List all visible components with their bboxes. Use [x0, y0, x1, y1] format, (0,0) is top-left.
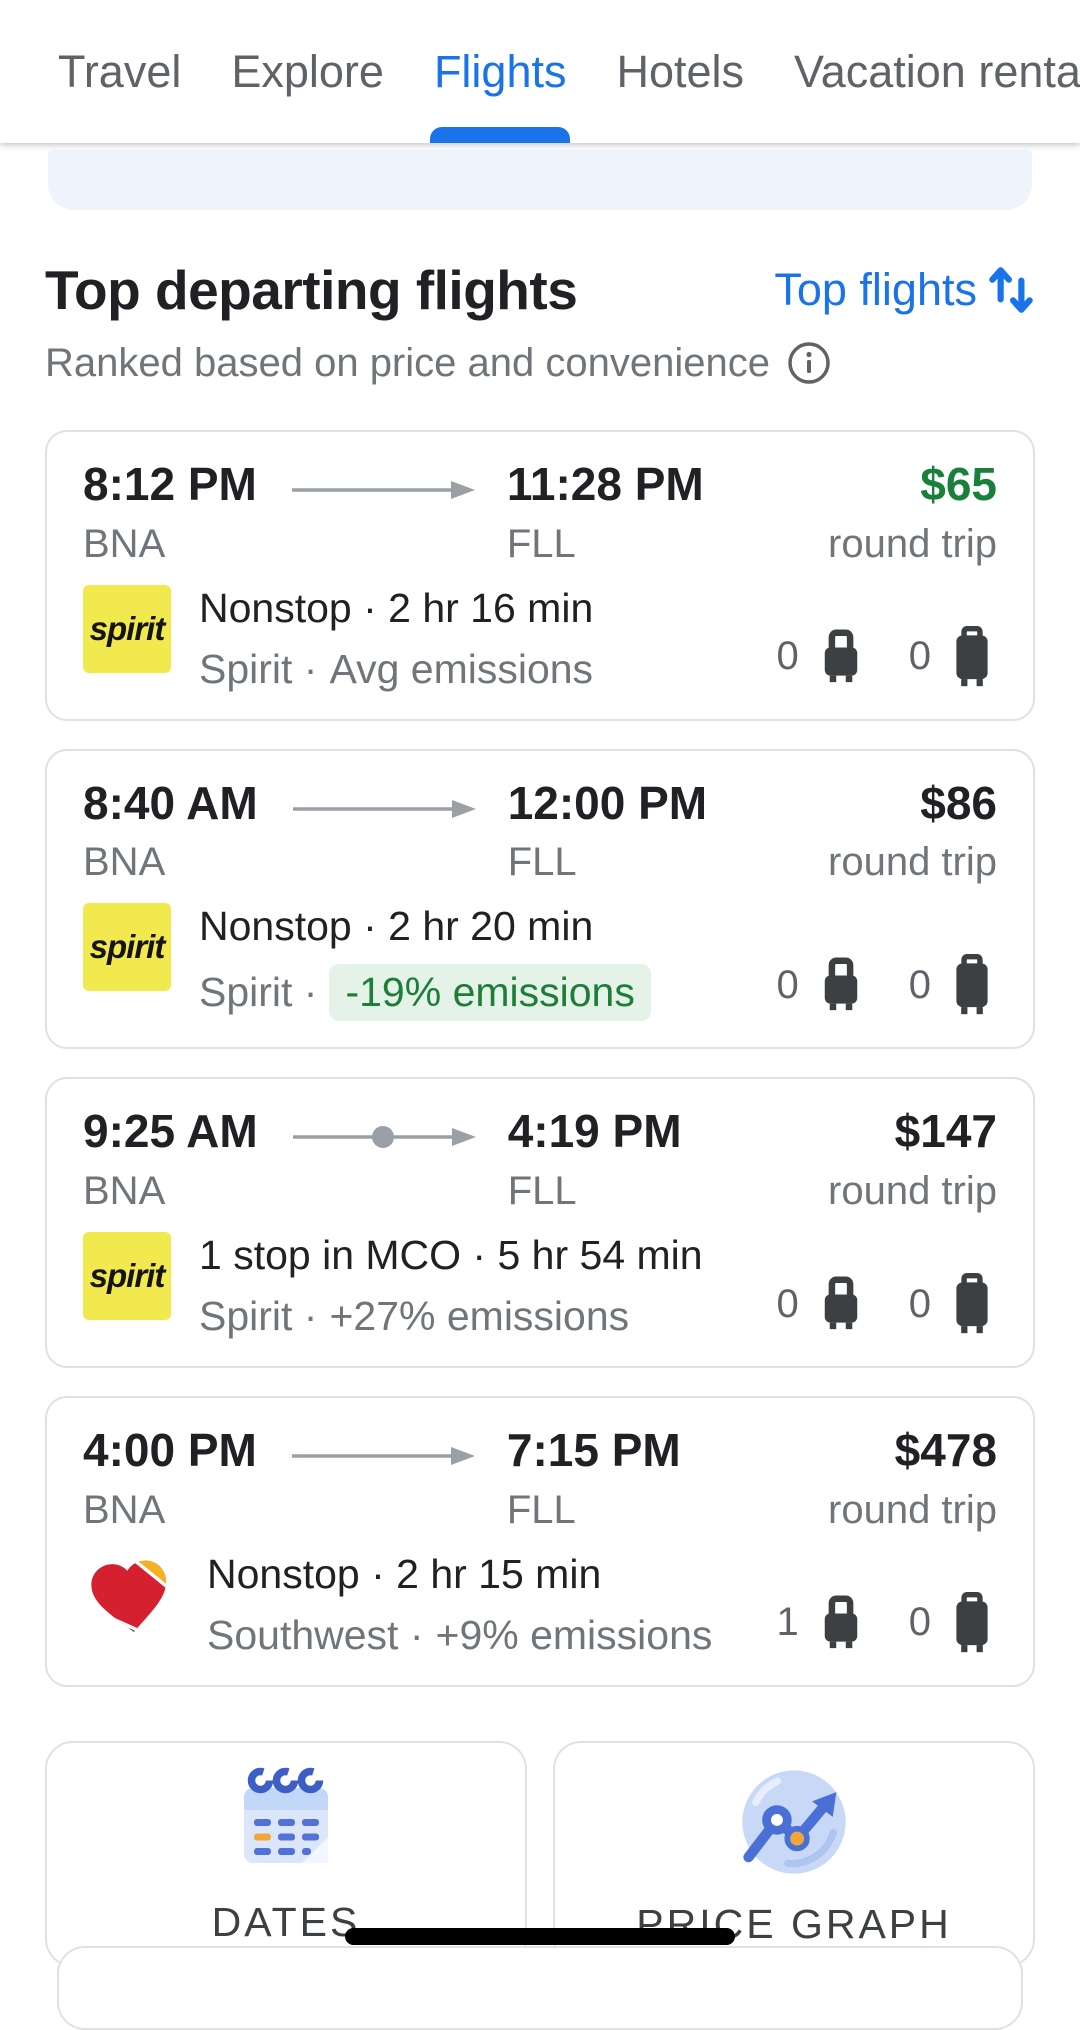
departure-time: 8:12 PM	[83, 458, 257, 510]
route-summary: Nonstop · 2 hr 20 min	[199, 903, 594, 950]
route-summary: 1 stop in MCO · 5 hr 54 min	[199, 1232, 703, 1279]
checked-bag-count: 0	[908, 1281, 931, 1326]
arrival-time: 4:19 PM	[507, 1105, 682, 1158]
price: $86	[920, 776, 997, 829]
origin-code: BNA	[83, 1487, 166, 1532]
checked-bag-count: 0	[908, 634, 931, 679]
carry-on-bag-icon	[815, 956, 867, 1014]
origin-code: BNA	[83, 521, 166, 566]
emissions-text: +9% emissions	[435, 1611, 713, 1658]
page-title: Top departing flights	[45, 259, 578, 321]
flight-card[interactable]: 8:40 AM BNA 12:00 PM FLL $86 round trip …	[45, 748, 1035, 1050]
spirit-logo-text: spirit	[89, 1257, 166, 1295]
airline-name: Southwest ·	[207, 1611, 424, 1658]
spirit-logo-text: spirit	[89, 928, 166, 966]
active-tab-indicator	[429, 127, 571, 143]
checked-bag-count: 0	[908, 1600, 931, 1645]
emissions-text: Avg emissions	[329, 645, 594, 692]
top-navigation: Travel Explore Flights Hotels Vacation r…	[0, 0, 1080, 143]
airline-name: Spirit ·	[199, 1293, 318, 1340]
carry-on-count: 0	[776, 634, 799, 679]
info-icon[interactable]	[786, 340, 832, 386]
destination-code: FLL	[506, 1487, 576, 1532]
carry-on-count: 0	[776, 1281, 799, 1326]
fare-type: round trip	[828, 1487, 997, 1532]
route-summary: Nonstop · 2 hr 15 min	[207, 1550, 602, 1597]
checked-bag-icon	[947, 1591, 997, 1655]
destination-code: FLL	[507, 840, 577, 885]
route-arrow-icon	[289, 1438, 479, 1474]
nav-item-explore[interactable]: Explore	[231, 45, 384, 97]
origin-code: BNA	[83, 1169, 166, 1214]
airline-name: Spirit ·	[199, 969, 318, 1016]
spirit-logo-text: spirit	[89, 609, 166, 647]
price: $65	[920, 458, 997, 510]
flight-card[interactable]: 8:12 PM BNA 11:28 PM FLL $65 round trip …	[45, 430, 1035, 721]
home-indicator[interactable]	[345, 1928, 735, 1945]
sort-by-button[interactable]: Top flights	[774, 262, 1035, 318]
origin-code: BNA	[83, 840, 166, 885]
carry-on-bag-icon	[815, 1594, 867, 1652]
carry-on-bag-icon	[815, 1275, 867, 1333]
baggage-allowance: 0 0	[777, 953, 998, 1021]
fare-type: round trip	[828, 521, 997, 566]
departure-time: 9:25 AM	[83, 1105, 258, 1158]
spirit-logo: spirit	[83, 903, 171, 992]
ranking-subtitle: Ranked based on price and convenience	[45, 340, 770, 385]
departure-time: 8:40 AM	[83, 776, 258, 829]
checked-bag-icon	[947, 1272, 997, 1336]
destination-code: FLL	[506, 521, 576, 566]
nav-item-hotels[interactable]: Hotels	[616, 45, 745, 97]
calendar-icon	[226, 1761, 346, 1881]
stop-dot	[371, 1126, 394, 1149]
checked-bag-icon	[947, 625, 997, 689]
airline-name: Spirit ·	[199, 645, 318, 692]
arrival-time: 7:15 PM	[506, 1424, 681, 1477]
carry-on-count: 0	[776, 962, 799, 1007]
spirit-logo: spirit	[83, 1232, 171, 1321]
flight-card[interactable]: 9:25 AM BNA 4:19 PM FLL $147 round trip	[45, 1077, 1035, 1369]
checked-bag-count: 0	[908, 962, 931, 1007]
price-graph-icon	[732, 1759, 856, 1883]
sort-arrows-icon	[987, 262, 1035, 318]
route-arrow-one-stop-icon	[290, 1119, 480, 1155]
price: $147	[894, 1105, 997, 1158]
carry-on-count: 1	[776, 1600, 799, 1645]
spirit-logo: spirit	[83, 584, 171, 673]
route-arrow-icon	[289, 472, 479, 508]
sort-by-label: Top flights	[774, 264, 977, 315]
nav-item-vacation-rentals[interactable]: Vacation rentals	[794, 45, 1080, 97]
nav-item-flights-label: Flights	[433, 45, 567, 97]
emissions-chip: -19% emissions	[329, 964, 651, 1022]
nav-item-travel[interactable]: Travel	[58, 45, 182, 97]
nav-item-flights[interactable]: Flights	[429, 0, 571, 143]
search-summary-strip-partial[interactable]	[48, 150, 1032, 210]
fare-type: round trip	[828, 1169, 997, 1214]
fare-type: round trip	[828, 840, 997, 885]
departure-time: 4:00 PM	[83, 1424, 257, 1477]
route-summary: Nonstop · 2 hr 16 min	[199, 584, 594, 631]
baggage-allowance: 0 0	[777, 625, 998, 693]
southwest-logo	[78, 1546, 185, 1663]
emissions-text: +27% emissions	[329, 1293, 630, 1340]
flight-card[interactable]: 4:00 PM BNA 7:15 PM FLL $478 round trip	[45, 1396, 1035, 1687]
arrival-time: 11:28 PM	[506, 458, 704, 510]
price: $478	[894, 1424, 997, 1477]
checked-bag-icon	[947, 953, 997, 1017]
route-arrow-icon	[290, 791, 480, 827]
price-graph-button[interactable]: PRICE GRAPH	[553, 1740, 1035, 1967]
baggage-allowance: 1 0	[777, 1591, 998, 1659]
arrival-time: 12:00 PM	[507, 776, 708, 829]
flight-results-list: 8:12 PM BNA 11:28 PM FLL $65 round trip …	[45, 430, 1035, 1687]
next-card-peek	[57, 1946, 1023, 2030]
baggage-allowance: 0 0	[777, 1272, 998, 1340]
carry-on-bag-icon	[815, 628, 867, 686]
dates-button-label: DATES	[211, 1899, 361, 1946]
destination-code: FLL	[507, 1169, 577, 1214]
